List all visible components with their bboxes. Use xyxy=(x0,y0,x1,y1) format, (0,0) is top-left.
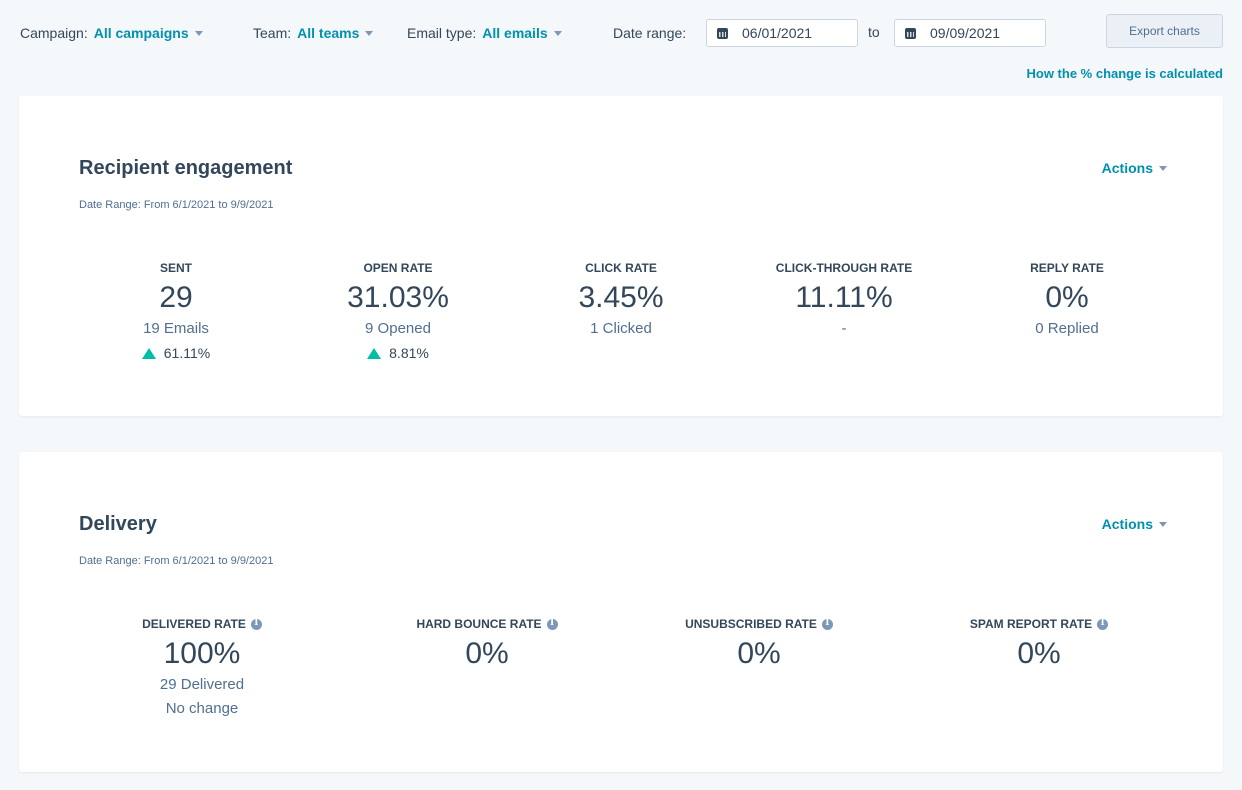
metric-value: 31.03% xyxy=(347,281,449,314)
metric-open-rate: OPEN RATE 31.03% 9 Opened 8.81% xyxy=(298,261,498,362)
percent-change-help-link[interactable]: How the % change is calculated xyxy=(1026,66,1224,81)
calendar-icon xyxy=(717,27,728,39)
metric-change-value: 8.81% xyxy=(389,345,429,361)
delivery-card: Delivery Date Range: From 6/1/2021 to 9/… xyxy=(19,452,1223,772)
metric-label-text: DELIVERED RATE xyxy=(142,617,246,631)
metric-value: 0% xyxy=(1017,637,1061,670)
info-icon[interactable] xyxy=(1097,618,1109,630)
team-filter-label: Team: xyxy=(253,25,292,41)
metric-label-text: SPAM REPORT RATE xyxy=(969,617,1093,631)
card-date-range: Date Range: From 6/1/2021 to 9/9/2021 xyxy=(79,555,274,567)
metric-label-text: UNSUBSCRIBED RATE xyxy=(685,617,817,631)
metric-value: 0% xyxy=(1045,281,1089,314)
metric-reply-rate: REPLY RATE 0% 0 Replied xyxy=(967,261,1167,340)
email-type-filter-label: Email type: xyxy=(407,25,477,41)
metric-change: No change xyxy=(165,700,239,717)
campaign-dropdown-value: All campaigns xyxy=(93,25,189,41)
metric-label: SENT xyxy=(159,261,192,275)
metric-hard-bounce-rate: HARD BOUNCE RATE 0% xyxy=(387,617,587,672)
metric-label: UNSUBSCRIBED RATE xyxy=(659,617,859,631)
chevron-down-icon xyxy=(1159,521,1167,527)
date-range-label: Date range: xyxy=(613,25,687,41)
chevron-down-icon xyxy=(194,30,203,36)
metric-label: SPAM REPORT RATE xyxy=(939,617,1139,631)
calendar-icon xyxy=(905,27,916,39)
recipient-engagement-card: Recipient engagement Date Range: From 6/… xyxy=(19,96,1223,416)
metric-value: 0% xyxy=(465,637,509,670)
metric-change: 61.11% xyxy=(76,344,276,362)
team-filter: Team: All teams xyxy=(253,24,374,42)
actions-dropdown[interactable]: Actions xyxy=(1102,516,1167,532)
team-dropdown[interactable]: All teams xyxy=(297,24,374,42)
actions-label: Actions xyxy=(1101,160,1153,176)
metric-value: 3.45% xyxy=(578,281,664,314)
arrow-up-icon xyxy=(367,347,382,359)
campaign-filter-label: Campaign: xyxy=(20,25,88,41)
metric-sent: SENT 29 19 Emails 61.11% xyxy=(76,261,276,362)
info-icon[interactable] xyxy=(546,618,558,630)
metric-subtext: 1 Clicked xyxy=(590,320,652,337)
chevron-down-icon xyxy=(1159,165,1167,171)
chevron-down-icon xyxy=(365,30,374,36)
metric-subtext: 0 Replied xyxy=(1035,320,1099,337)
end-date-input[interactable]: 09/09/2021 xyxy=(894,19,1046,47)
team-dropdown-value: All teams xyxy=(297,25,360,41)
metric-subtext: 19 Emails xyxy=(143,320,209,337)
card-title: Delivery xyxy=(79,513,157,535)
metric-value: 0% xyxy=(737,637,781,670)
date-range-to-label: to xyxy=(868,24,880,40)
start-date-input[interactable]: 06/01/2021 xyxy=(706,19,858,47)
metric-click-rate: CLICK RATE 3.45% 1 Clicked xyxy=(521,261,721,340)
info-icon[interactable] xyxy=(250,618,262,630)
card-title: Recipient engagement xyxy=(79,157,293,179)
arrow-up-icon xyxy=(141,347,156,359)
metric-label: DELIVERED RATE xyxy=(102,617,302,631)
campaign-filter: Campaign: All campaigns xyxy=(20,24,203,42)
metric-subtext: - xyxy=(841,320,847,337)
actions-dropdown[interactable]: Actions xyxy=(1102,160,1167,176)
campaign-dropdown[interactable]: All campaigns xyxy=(94,24,203,42)
metric-value: 100% xyxy=(163,637,241,670)
metric-label: HARD BOUNCE RATE xyxy=(387,617,587,631)
actions-label: Actions xyxy=(1101,516,1153,532)
email-type-filter: Email type: All emails xyxy=(407,24,562,42)
metric-change: 8.81% xyxy=(298,344,498,362)
metric-click-through-rate: CLICK-THROUGH RATE 11.11% - xyxy=(744,261,944,340)
metric-label: CLICK RATE xyxy=(585,261,657,275)
metric-label: CLICK-THROUGH RATE xyxy=(775,261,913,275)
metric-value: 29 xyxy=(159,281,193,314)
metric-label-text: HARD BOUNCE RATE xyxy=(416,617,542,631)
date-range-filter: Date range: xyxy=(613,24,692,42)
metric-delivered-rate: DELIVERED RATE 100% 29 Delivered No chan… xyxy=(102,617,302,720)
chevron-down-icon xyxy=(553,30,562,36)
metric-subtext: 9 Opened xyxy=(365,320,431,337)
metric-label: REPLY RATE xyxy=(1030,261,1104,275)
metric-value: 11.11% xyxy=(795,281,893,314)
filter-bar: Campaign: All campaigns Team: All teams … xyxy=(0,0,1242,64)
email-type-dropdown[interactable]: All emails xyxy=(482,24,562,42)
email-type-dropdown-value: All emails xyxy=(482,25,548,41)
metric-change-value: 61.11% xyxy=(163,345,211,361)
metric-spam-report-rate: SPAM REPORT RATE 0% xyxy=(939,617,1139,672)
end-date-value: 09/09/2021 xyxy=(930,25,1001,41)
metric-unsubscribed-rate: UNSUBSCRIBED RATE 0% xyxy=(659,617,859,672)
start-date-value: 06/01/2021 xyxy=(742,25,813,41)
metric-label: OPEN RATE xyxy=(363,261,433,275)
info-icon[interactable] xyxy=(821,618,833,630)
metric-subtext: 29 Delivered xyxy=(159,676,245,693)
card-date-range: Date Range: From 6/1/2021 to 9/9/2021 xyxy=(79,199,274,211)
export-charts-button[interactable]: Export charts xyxy=(1106,14,1223,48)
